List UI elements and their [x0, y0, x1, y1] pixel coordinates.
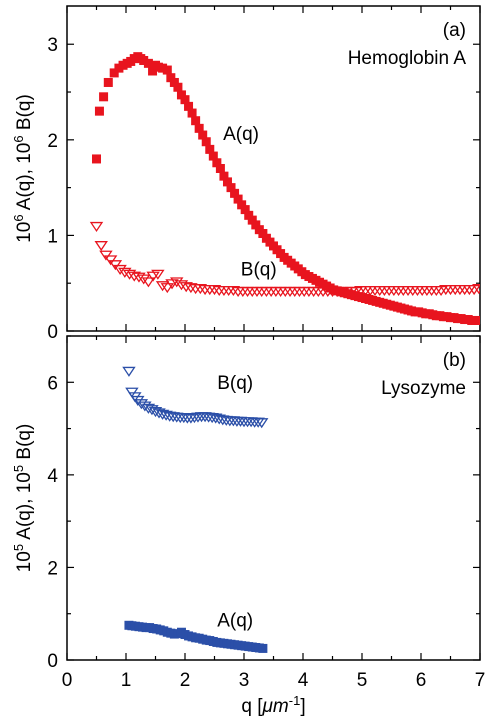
- sample-name: Lysozyme: [381, 378, 466, 399]
- y-tick-label: 2: [47, 131, 58, 152]
- data-point-square: [240, 205, 250, 215]
- data-point-triangle: [155, 281, 170, 292]
- data-point-square: [187, 108, 197, 118]
- series-annotation: A(q): [217, 611, 253, 632]
- data-point-square: [191, 116, 201, 126]
- data-point-square: [258, 229, 268, 238]
- data-point-triangle: [179, 282, 193, 293]
- data-point-triangle: [136, 274, 151, 285]
- panel-0: 0 1 2 3 (a) Hemoglobin A 106 A(q), 106 B(q): [11, 5, 481, 343]
- x-tick-label: 3: [239, 670, 250, 691]
- data-point-square: [222, 177, 232, 187]
- data-point-square: [148, 66, 158, 76]
- series-annotation: B(q): [217, 373, 253, 394]
- data-point-square: [226, 183, 236, 193]
- data-point-square: [176, 90, 186, 100]
- data-point-square: [173, 82, 183, 92]
- data-point-square: [143, 58, 153, 68]
- data-point-triangle: [226, 285, 241, 297]
- data-point-triangle: [193, 284, 208, 295]
- data-point-triangle: [122, 269, 137, 280]
- data-point-triangle: [113, 264, 127, 275]
- data-point-triangle: [184, 283, 198, 294]
- y-tick-label: 1: [47, 226, 58, 247]
- x-tick-label: 2: [180, 670, 191, 691]
- y-tick-label: 6: [47, 373, 58, 394]
- data-point-square: [219, 171, 229, 181]
- data-point-square: [474, 315, 480, 325]
- data-point-triangle: [170, 277, 184, 288]
- sample-name: Hemoglobin A: [348, 48, 467, 69]
- data-point-square: [198, 130, 208, 140]
- data-point-triangle: [99, 250, 113, 261]
- data-point-triangle: [89, 221, 104, 232]
- y-tick-label: 2: [47, 558, 58, 579]
- data-point-square: [244, 210, 254, 220]
- data-point-triangle: [131, 395, 145, 406]
- data-point-square: [94, 106, 104, 116]
- x-tick-label: 5: [357, 670, 368, 691]
- x-tick-label: 7: [475, 670, 486, 691]
- x-tick-label: 4: [298, 670, 309, 691]
- data-layer: [122, 366, 269, 653]
- data-point-triangle: [122, 366, 136, 377]
- data-point-square: [258, 643, 268, 653]
- data-point-triangle: [472, 284, 480, 295]
- data-point-square: [139, 55, 149, 65]
- y-tick-label: 0: [47, 322, 58, 343]
- data-point-square: [103, 77, 113, 87]
- series-annotation: A(q): [223, 124, 259, 145]
- data-point-square: [233, 194, 243, 204]
- data-point-square: [247, 215, 257, 225]
- x-tick-label: 1: [121, 670, 132, 691]
- data-point-square: [215, 164, 225, 173]
- data-point-triangle: [127, 271, 141, 282]
- panel-label: (b): [443, 350, 466, 371]
- data-point-square: [230, 188, 240, 198]
- data-point-square: [109, 68, 119, 78]
- y-tick-label: 4: [47, 466, 58, 487]
- data-point-square: [162, 65, 172, 75]
- y-axis-label: 106 A(q), 106 B(q): [11, 94, 36, 243]
- x-tick-label: 6: [416, 670, 427, 691]
- data-point-triangle: [132, 272, 146, 283]
- data-point-square: [92, 154, 101, 164]
- data-point-square: [184, 101, 194, 111]
- y-tick-label: 3: [47, 35, 58, 56]
- data-point-square: [166, 73, 176, 83]
- data-point-triangle: [118, 267, 132, 278]
- data-point-square: [169, 77, 179, 87]
- data-point-square: [237, 200, 247, 210]
- data-point-triangle: [94, 241, 108, 252]
- data-point-triangle: [254, 418, 269, 429]
- data-point-triangle: [151, 269, 165, 280]
- data-point-square: [208, 151, 218, 161]
- data-point-square: [158, 63, 168, 73]
- data-point-triangle: [141, 277, 156, 288]
- data-point-triangle: [103, 255, 118, 266]
- y-axis-label: 105 A(q), 105 B(q): [11, 424, 36, 573]
- data-point-triangle: [160, 283, 175, 294]
- data-point-square: [194, 123, 204, 133]
- data-point-triangle: [207, 284, 222, 296]
- panel-label: (a): [443, 20, 466, 41]
- data-point-triangle: [108, 260, 123, 271]
- y-tick-label: 0: [47, 651, 58, 672]
- data-point-square: [201, 137, 211, 147]
- data-point-square: [99, 92, 109, 102]
- data-layer: [89, 52, 480, 325]
- data-point-triangle: [174, 280, 189, 291]
- data-point-square: [180, 95, 190, 105]
- series-annotation: B(q): [241, 260, 277, 281]
- data-point-square: [251, 220, 261, 230]
- data-point-square: [212, 158, 222, 168]
- panel-1: 0 2 4 6 0 1 2 3 4 5 6 7 (b) Lysozyme 105 A(q), 105 B(q…: [11, 335, 486, 718]
- x-axis-label: q [μm-1]: [241, 693, 305, 718]
- data-point-square: [205, 144, 215, 154]
- x-tick-label: 0: [62, 670, 73, 691]
